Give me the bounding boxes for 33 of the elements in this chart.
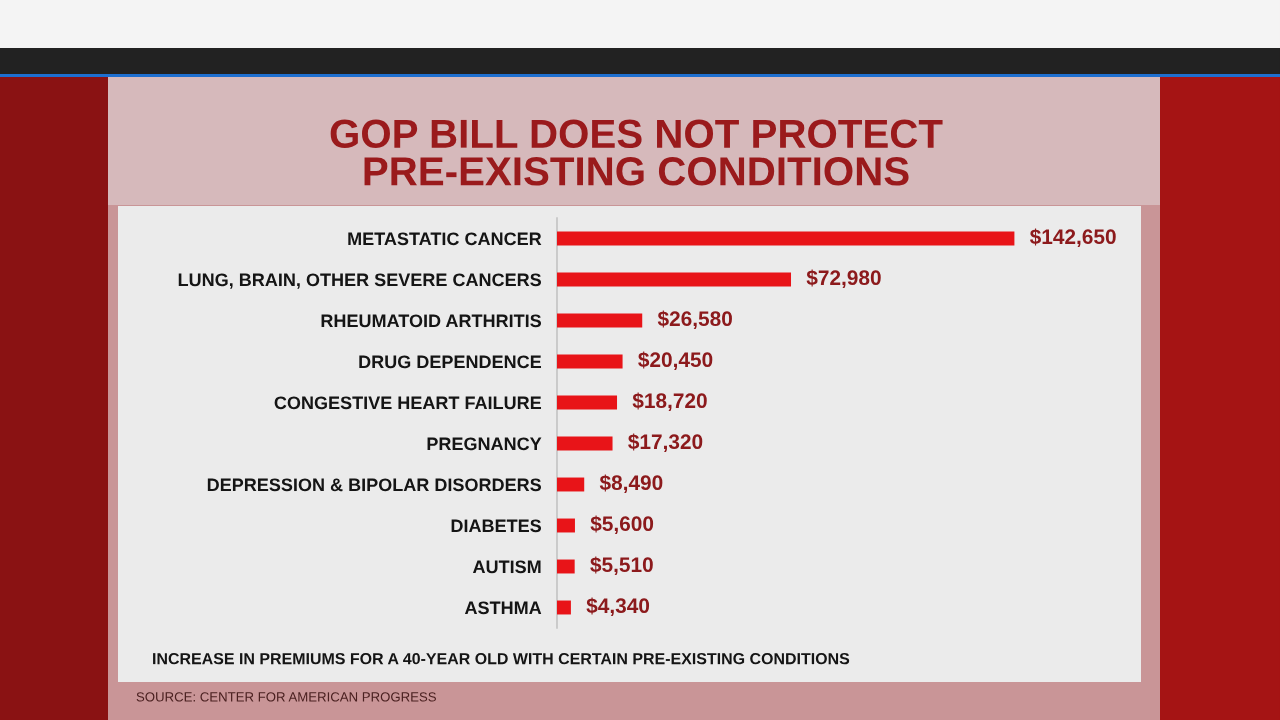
- bar: [557, 231, 1015, 246]
- bar: [557, 272, 792, 287]
- y-tick-label: PREGNANCY: [427, 437, 542, 451]
- y-tick-label: RHEUMATOID ARTHRITIS: [321, 314, 542, 328]
- data-label: $26,580: [657, 310, 732, 330]
- data-label: $72,980: [806, 269, 881, 289]
- bar: [557, 600, 571, 615]
- source-note: SOURCE: CENTER FOR AMERICAN PROGRESS: [136, 692, 436, 702]
- y-tick-label: AUTISM: [472, 560, 541, 574]
- y-tick-label: ASTHMA: [464, 601, 542, 615]
- y-tick-label: CONGESTIVE HEART FAILURE: [274, 396, 542, 410]
- data-label: $20,450: [638, 351, 713, 371]
- bar: [557, 477, 585, 492]
- chart-title: GOP BILL DOES NOT PROTECT PRE-EXISTING CONDITIONS: [330, 119, 943, 186]
- data-label: $17,320: [628, 433, 703, 453]
- data-label: $5,510: [590, 556, 653, 576]
- data-label: $142,650: [1029, 228, 1116, 248]
- data-label: $8,490: [599, 474, 663, 494]
- bar: [557, 395, 618, 410]
- bar: [557, 354, 623, 369]
- bar: [557, 518, 575, 533]
- data-label: $5,600: [590, 515, 654, 535]
- data-label: $18,720: [632, 392, 707, 412]
- y-tick-label: DIABETES: [451, 519, 542, 533]
- y-tick-label: DRUG DEPENDENCE: [359, 355, 542, 369]
- bar: [557, 559, 575, 574]
- data-label: $4,340: [586, 597, 650, 617]
- bar: [557, 436, 613, 451]
- y-tick-label: DEPRESSION & BIPOLAR DISORDERS: [207, 478, 542, 492]
- y-tick-label: LUNG, BRAIN, OTHER SEVERE CANCERS: [178, 273, 542, 289]
- bar: [557, 313, 643, 328]
- y-tick-label: METASTATIC CANCER: [348, 232, 542, 246]
- text: INCREASE IN PREMIUMS FOR A 40-YEAR OLD WITH CERTAIN PRE-EXISTING CONDITIONS: [153, 652, 850, 665]
